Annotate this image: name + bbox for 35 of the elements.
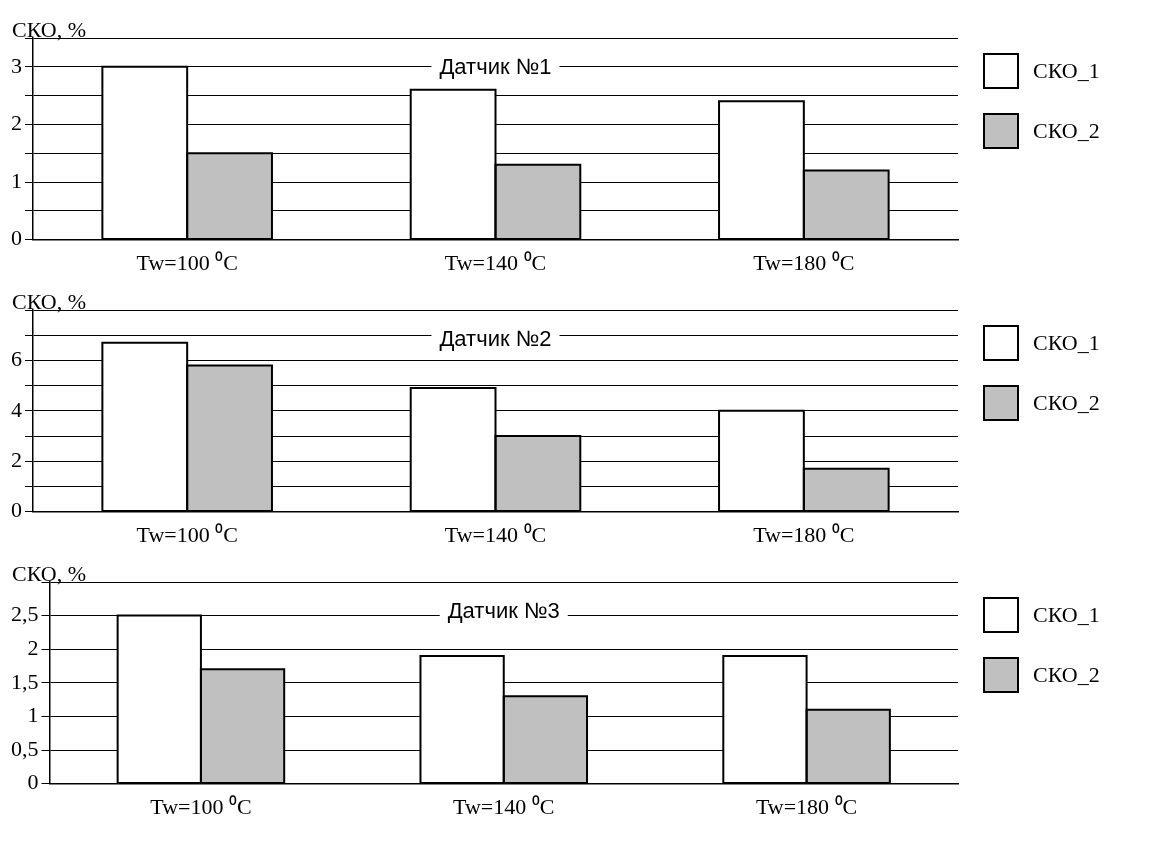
y-tick-label: 6 bbox=[11, 346, 22, 372]
y-tick-label: 1 bbox=[27, 702, 39, 728]
text: СКО_1 bbox=[1033, 602, 1100, 628]
y-tick-label: 1,5 bbox=[11, 668, 39, 694]
y-tick-label: 2 bbox=[11, 446, 22, 472]
text: Датчик №2 bbox=[439, 326, 552, 352]
y-tick-label: 2,5 bbox=[11, 601, 39, 627]
text: Датчик №3 bbox=[447, 598, 560, 624]
x-tick-label: Tw=100 ⁰C bbox=[136, 249, 238, 275]
x-tick-label: Tw=140 ⁰C bbox=[444, 521, 547, 547]
y-axis-title: СКО, % bbox=[12, 16, 87, 42]
text: Датчик №1 bbox=[439, 54, 552, 80]
legend-label: СКО_2 bbox=[1033, 390, 1100, 416]
y-tick-label: 0,5 bbox=[11, 735, 39, 761]
x-tick-label: Tw=140 ⁰C bbox=[453, 793, 555, 819]
x-tick-label: Tw=100 ⁰C bbox=[150, 793, 252, 819]
x-tick-label: Tw=100 ⁰C bbox=[136, 521, 238, 547]
x-tick-label: Tw=180 ⁰C bbox=[753, 249, 855, 275]
y-tick-label: 0 bbox=[27, 769, 39, 795]
y-tick-label: 1 bbox=[11, 167, 22, 193]
y-tick-label: 2 bbox=[27, 634, 39, 660]
x-tick-label: Tw=140 ⁰C bbox=[444, 249, 547, 275]
text: СКО_1 bbox=[1033, 58, 1100, 84]
y-axis-title: СКО, % bbox=[12, 288, 87, 314]
y-tick-label: 4 bbox=[11, 396, 22, 422]
legend-label: СКО_2 bbox=[1033, 662, 1100, 688]
y-tick-label: 0 bbox=[11, 225, 22, 251]
x-tick-label: Tw=180 ⁰C bbox=[755, 793, 858, 819]
y-axis-title: СКО, % bbox=[12, 560, 87, 586]
text: СКО_1 bbox=[1033, 330, 1100, 356]
x-tick-label: Tw=180 ⁰C bbox=[753, 521, 855, 547]
y-tick-label: 0 bbox=[11, 497, 22, 523]
y-tick-label: 3 bbox=[11, 52, 22, 78]
legend-label: СКО_2 bbox=[1033, 118, 1100, 144]
y-tick-label: 2 bbox=[11, 110, 22, 136]
